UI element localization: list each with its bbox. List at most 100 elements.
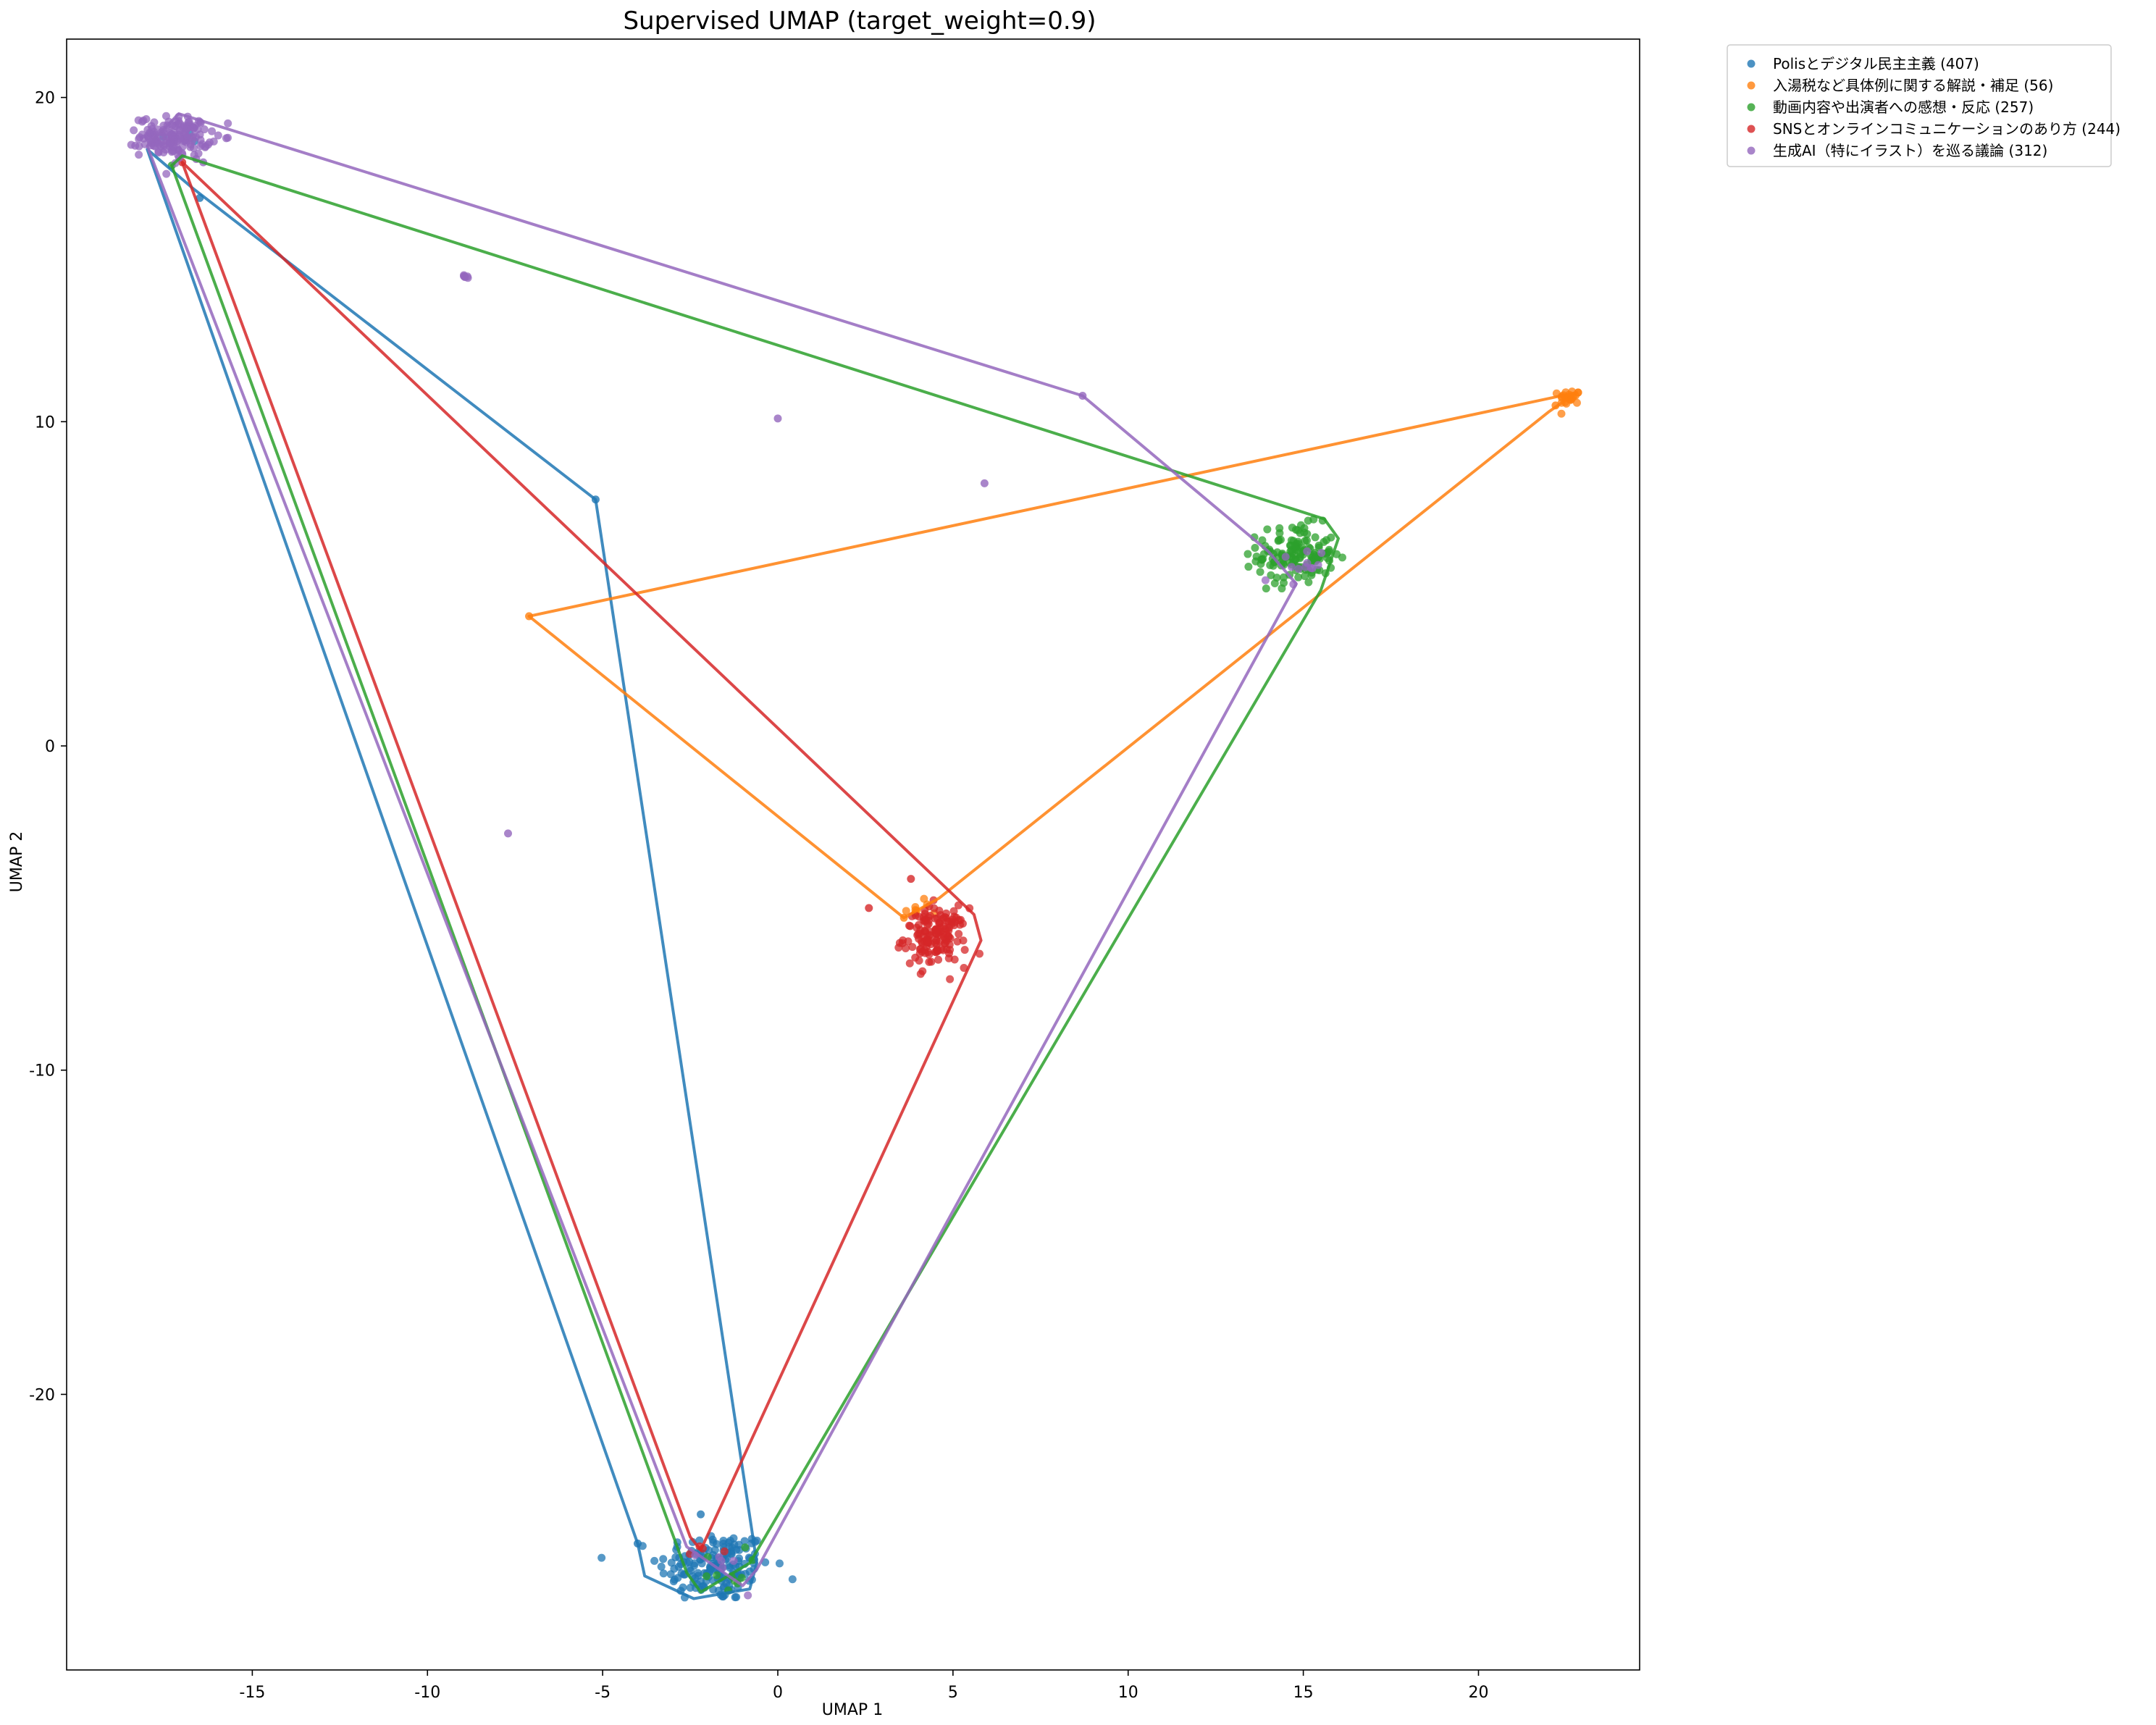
data-point — [914, 920, 923, 929]
data-point — [726, 1537, 734, 1545]
series-2 — [525, 387, 1582, 922]
data-point — [1251, 544, 1259, 553]
data-point — [667, 1558, 676, 1567]
data-point — [1294, 564, 1303, 573]
hull-outline-3 — [170, 154, 1340, 1594]
data-point — [715, 1553, 723, 1561]
data-point — [902, 907, 910, 915]
data-point — [734, 1540, 743, 1549]
data-point — [915, 934, 923, 943]
legend-entry: 入湯税など具体例に関する解説・補足 (56) — [1773, 77, 2053, 94]
data-point — [1304, 578, 1313, 587]
x-tick-label: 5 — [948, 1684, 958, 1702]
data-point — [1322, 536, 1330, 545]
data-point — [923, 936, 931, 944]
data-point — [1296, 521, 1305, 529]
data-point — [209, 137, 218, 146]
data-point — [915, 957, 923, 965]
series-3 — [167, 161, 1346, 1595]
data-point — [1275, 536, 1283, 545]
data-point — [702, 1572, 711, 1581]
data-point — [906, 922, 915, 931]
hull-outline-5 — [146, 112, 1298, 1587]
data-point — [958, 919, 967, 928]
data-point — [193, 125, 202, 134]
data-point — [224, 119, 232, 127]
data-point — [201, 142, 210, 151]
data-point — [1261, 576, 1270, 584]
data-point — [1304, 516, 1312, 525]
data-point — [697, 1510, 705, 1519]
plot-content — [127, 112, 1582, 1602]
data-point — [915, 912, 923, 921]
data-point — [930, 904, 939, 912]
hull-outline-1 — [146, 148, 758, 1600]
data-point — [927, 957, 936, 966]
data-point — [1288, 549, 1296, 558]
data-point — [1314, 561, 1322, 569]
y-tick-label: -10 — [29, 1062, 55, 1080]
data-point — [650, 1556, 659, 1565]
data-point — [708, 1535, 717, 1544]
data-point — [905, 959, 914, 968]
data-point — [920, 927, 928, 936]
data-point — [773, 414, 782, 423]
x-tick-label: -10 — [414, 1684, 440, 1702]
data-point — [463, 272, 471, 281]
hull-outline-4 — [180, 161, 983, 1552]
data-point — [183, 133, 192, 141]
series-4 — [178, 158, 984, 1558]
data-point — [1266, 561, 1275, 570]
legend-entry: SNSとオンラインコミュニケーションのあり方 (244) — [1773, 120, 2121, 138]
data-point — [162, 169, 171, 178]
plot-area — [66, 38, 1640, 1671]
data-point — [1270, 579, 1279, 588]
data-point — [659, 1555, 668, 1564]
data-point — [744, 1591, 752, 1600]
data-point — [1263, 525, 1272, 534]
data-point — [737, 1574, 746, 1582]
data-point — [788, 1575, 797, 1584]
data-point — [908, 943, 917, 952]
x-tick-label: 20 — [1468, 1684, 1488, 1702]
data-point — [923, 920, 931, 929]
data-point — [130, 126, 138, 135]
data-point — [159, 140, 167, 149]
y-tick-label: 0 — [45, 738, 55, 756]
data-point — [740, 1537, 749, 1545]
data-point — [946, 946, 955, 954]
y-tick-label: 20 — [35, 90, 55, 108]
data-point — [720, 1547, 729, 1556]
data-point — [1287, 563, 1296, 571]
data-point — [200, 125, 209, 134]
data-point — [175, 119, 184, 128]
data-point — [1251, 557, 1260, 566]
x-tick-label: -15 — [239, 1684, 265, 1702]
data-point — [1557, 409, 1566, 418]
y-tick-label: -20 — [29, 1386, 55, 1404]
chart-title: Supervised UMAP (target_weight=0.9) — [623, 7, 1096, 35]
data-point — [931, 914, 939, 923]
data-point — [775, 1559, 784, 1568]
y-axis-ticks: -20 -10 0 10 20 — [29, 90, 67, 1404]
data-point — [1301, 572, 1309, 581]
data-point — [949, 907, 958, 915]
data-point — [916, 944, 925, 953]
hull-outline-2 — [527, 391, 1578, 920]
data-point — [980, 479, 989, 487]
data-point — [916, 970, 925, 978]
data-point — [222, 134, 230, 143]
data-point — [741, 1543, 750, 1552]
data-point — [1314, 541, 1323, 550]
data-point — [127, 140, 135, 149]
data-point — [208, 127, 217, 135]
data-point — [1244, 563, 1253, 571]
legend-marker — [1747, 59, 1756, 68]
data-point — [1243, 550, 1252, 558]
x-axis-label: UMAP 1 — [822, 1701, 883, 1719]
data-point — [1317, 548, 1326, 557]
data-point — [1294, 573, 1303, 582]
data-point — [168, 130, 177, 139]
data-point — [727, 1550, 736, 1558]
